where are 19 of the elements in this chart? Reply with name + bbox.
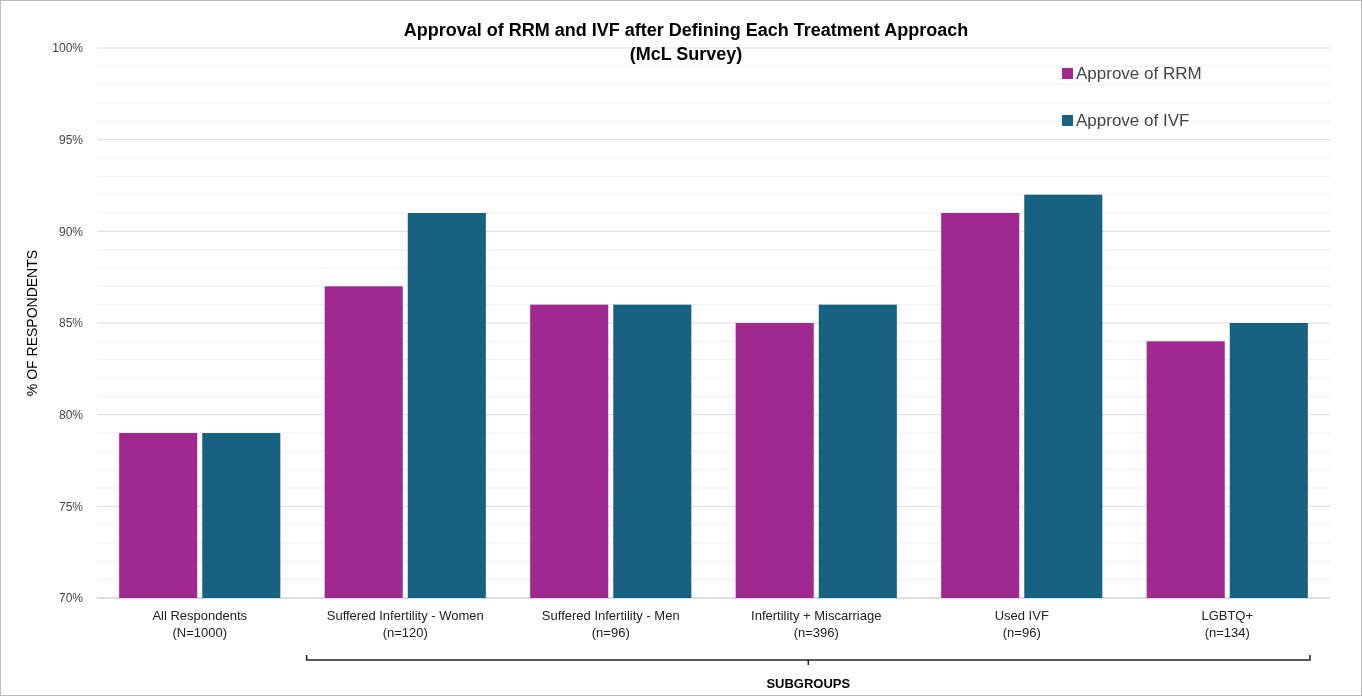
x-tick-label: LGBTQ+ (n=134) (1201, 608, 1254, 640)
x-tick-label: All Respondents (N=1000) (152, 608, 248, 640)
x-tick-label: Suffered Infertility - Men (n=96) (541, 608, 680, 640)
y-tick-label: 70% (58, 591, 84, 606)
chart-title: Approval of RRM and IVF after Defining Each Treatment Approach (403, 20, 969, 40)
x-axis-title: SUBGROUPS (766, 676, 851, 691)
chart-subtitle: (McL Survey) (629, 44, 743, 64)
legend-label: Approve of IVF (1076, 111, 1190, 130)
x-tick-label: Suffered Infertility - Women (n=120) (326, 608, 484, 640)
y-tick-label: 75% (58, 499, 84, 514)
y-tick-label: 95% (58, 133, 84, 148)
legend-label: Approve of RRM (1076, 64, 1202, 83)
x-tick-label: Used IVF (n=96) (994, 608, 1049, 640)
y-axis-title: % OF RESPONDENTS (24, 249, 40, 397)
y-tick-label: 100% (52, 41, 84, 56)
y-tick-label: 85% (58, 316, 84, 331)
y-tick-label: 90% (58, 224, 84, 239)
y-tick-label: 80% (58, 408, 84, 423)
x-tick-label: Infertility + Miscarriage (n=396) (751, 608, 882, 640)
